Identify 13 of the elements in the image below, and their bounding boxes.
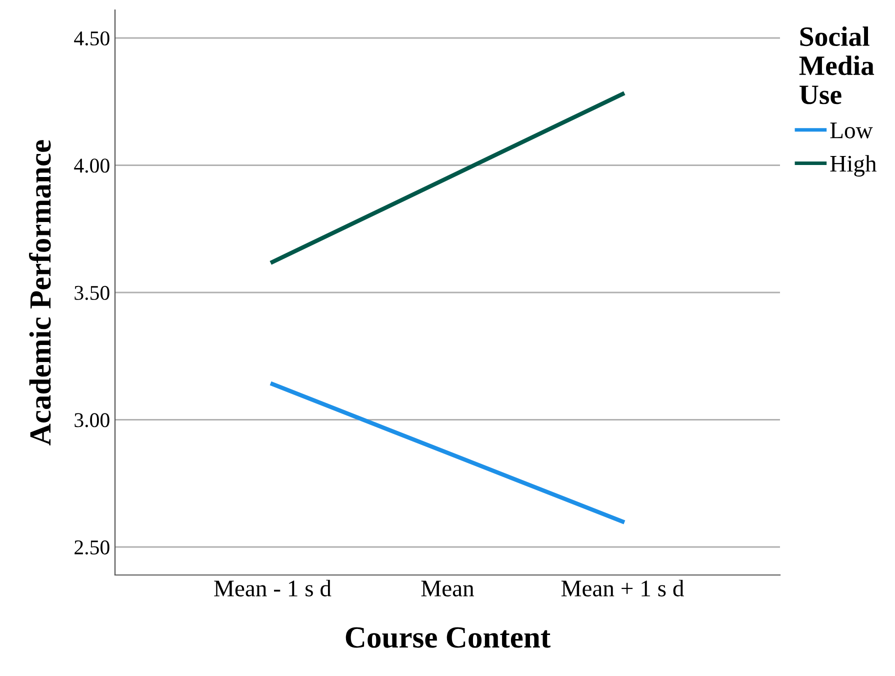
x-tick-label: Mean [421, 580, 474, 596]
y-tick-label: 3.50 [74, 286, 110, 300]
y-tick-label: 4.00 [74, 158, 110, 173]
y-tick-label: 4.50 [74, 31, 110, 46]
x-tick-label: Mean - 1 s d [214, 580, 332, 596]
y-tick-label: 2.50 [74, 540, 110, 555]
x-tick-label: Mean + 1 s d [561, 580, 684, 596]
y-axis-title: Academic Performance [28, 140, 51, 446]
legend-label: High [830, 155, 876, 177]
legend-title: Social Media Use [799, 26, 874, 104]
y-tick-label: 3.00 [74, 413, 110, 428]
legend-label: Low [830, 122, 873, 138]
x-axis-title: Course Content [346, 627, 550, 648]
